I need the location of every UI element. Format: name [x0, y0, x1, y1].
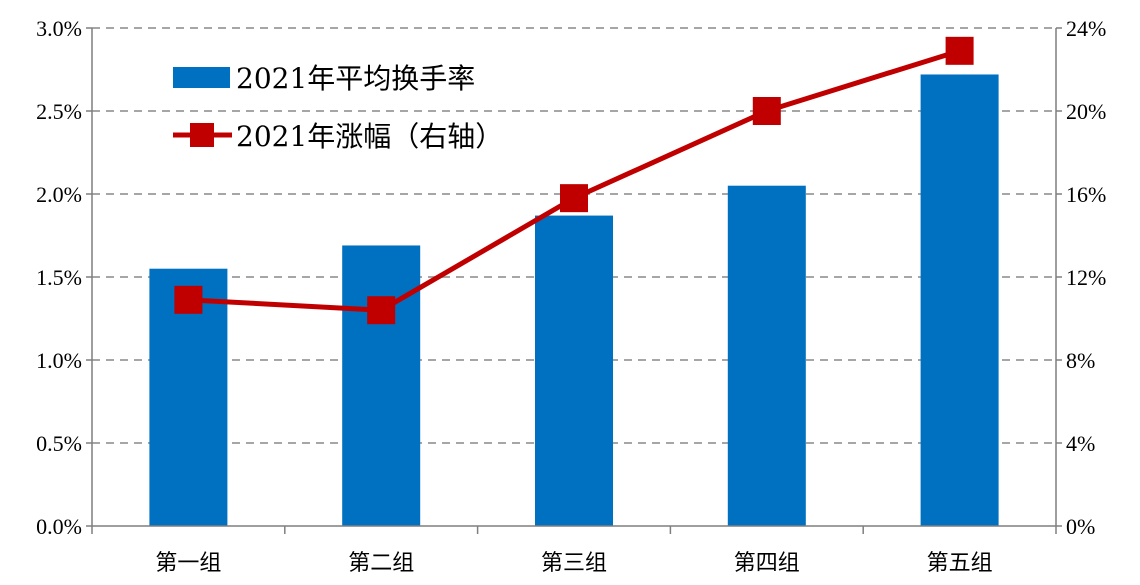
bar: [727, 185, 806, 526]
legend-bar-swatch: [173, 67, 230, 88]
bar: [920, 74, 999, 526]
right-axis-tick-label: 20%: [1066, 99, 1106, 124]
right-axis-tick-label: 16%: [1066, 182, 1106, 207]
left-axis-tick-label: 3.0%: [36, 16, 82, 41]
legend: 2021年平均换手率 2021年涨幅（右轴）: [173, 62, 503, 153]
category-label: 第二组: [348, 551, 414, 576]
category-label: 第一组: [155, 551, 221, 576]
right-axis-tick-label: 24%: [1066, 16, 1106, 41]
left-axis-tick-label: 2.5%: [36, 99, 82, 124]
line-marker: [174, 285, 203, 314]
left-axis-ticks: 0.0% 0.5% 1.0% 1.5% 2.0% 2.5% 3.0%: [36, 16, 92, 539]
line-marker: [945, 36, 974, 65]
left-axis-tick-label: 1.0%: [36, 348, 82, 373]
category-label: 第四组: [734, 551, 800, 576]
right-axis-tick-label: 4%: [1066, 431, 1095, 456]
legend-line-marker: [190, 123, 214, 147]
left-axis-tick-label: 0.0%: [36, 514, 82, 539]
left-axis-tick-label: 2.0%: [36, 182, 82, 207]
line-series: [174, 36, 974, 325]
legend-bar-label: 2021年平均换手率: [236, 62, 475, 95]
line-marker: [367, 296, 396, 325]
line-marker: [560, 184, 588, 213]
bar: [535, 215, 613, 526]
category-label: 第三组: [541, 551, 607, 576]
right-axis-tick-label: 8%: [1066, 348, 1095, 373]
category-labels: 第一组 第二组 第三组 第四组 第五组: [155, 551, 992, 576]
left-axis-tick-label: 0.5%: [36, 431, 82, 456]
right-axis-ticks: 0% 4% 8% 12% 16% 20% 24%: [1056, 16, 1106, 539]
bar: [342, 245, 421, 526]
line-marker: [752, 97, 781, 125]
right-axis-tick-label: 0%: [1066, 514, 1095, 539]
category-label: 第五组: [927, 551, 993, 576]
left-axis-tick-label: 1.5%: [36, 265, 82, 290]
legend-line-label: 2021年涨幅（右轴）: [236, 120, 503, 153]
right-axis-tick-label: 12%: [1066, 265, 1106, 290]
